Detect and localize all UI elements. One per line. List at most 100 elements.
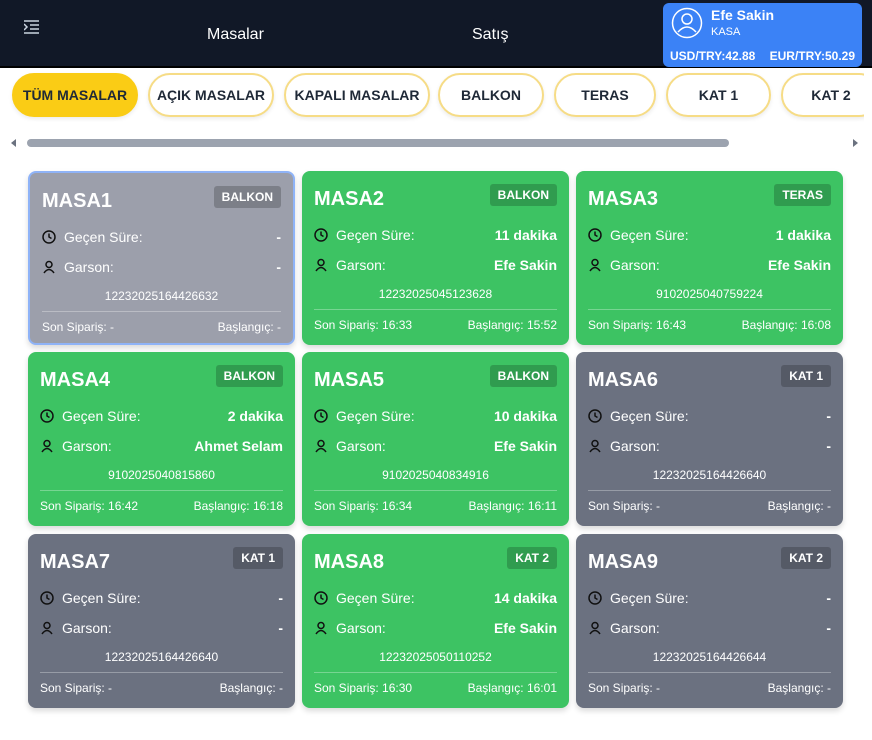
card-footer: Son Sipariş: 16:33 Başlangıç: 15:52 <box>314 318 557 332</box>
filter-chip[interactable]: BALKON <box>438 73 544 117</box>
elapsed-row: Geçen Süre: 2 dakika <box>40 408 283 424</box>
separator <box>40 490 283 491</box>
area-badge: KAT 1 <box>233 547 283 569</box>
area-badge: BALKON <box>489 365 557 387</box>
start-time: Başlangıç: 16:18 <box>193 499 283 513</box>
label: Geçen Süre: <box>62 590 141 606</box>
elapsed-row: Geçen Süre: - <box>588 590 831 606</box>
last-order: Son Sipariş: 16:42 <box>40 499 139 513</box>
start-time: Başlangıç: - <box>219 681 283 695</box>
table-card[interactable]: MASA4 BALKON Geçen Süre: 2 dakika Garson: Ahm… <box>28 352 295 526</box>
separator <box>314 309 557 310</box>
waiter-row: Garson: - <box>588 620 831 636</box>
card-footer: Son Sipariş: 16:42 Başlangıç: 16:18 <box>40 499 283 513</box>
filter-chip[interactable]: TERAS <box>554 73 656 117</box>
table-card[interactable]: MASA3 TERAS Geçen Süre: 1 dakika Garson: Efe … <box>576 171 843 345</box>
table-code: 12232025164426640 <box>652 468 767 482</box>
table-code: 12232025164426632 <box>104 289 219 303</box>
area-badge: TERAS <box>774 184 831 206</box>
table-name: MASA9 <box>588 551 659 573</box>
filter-chip[interactable]: TÜM MASALAR <box>12 73 138 117</box>
filter-chip[interactable]: KAT 1 <box>666 73 771 117</box>
label: Geçen Süre: <box>62 408 141 424</box>
nav-item[interactable]: Masalar <box>207 26 264 43</box>
label: Geçen Süre: <box>610 227 689 243</box>
clock-icon <box>40 409 54 423</box>
label: Geçen Süre: <box>336 408 415 424</box>
person-icon <box>589 258 601 272</box>
start-time: Başlangıç: - <box>217 320 281 334</box>
last-order: Son Sipariş: 16:34 <box>314 499 413 513</box>
table-name: MASA8 <box>314 551 385 573</box>
start-time: Başlangıç: - <box>767 499 831 513</box>
start-time: Başlangıç: 16:08 <box>741 318 831 332</box>
table-card[interactable]: MASA6 KAT 1 Geçen Süre: - Garson: - 1223202516… <box>576 352 843 526</box>
elapsed-value: 11 dakika <box>494 227 557 243</box>
filter-chip[interactable]: KAPALI MASALAR <box>284 73 430 117</box>
card-footer: Son Sipariş: - Başlangıç: - <box>42 320 281 334</box>
table-name: MASA3 <box>588 188 659 210</box>
person-icon <box>43 260 55 274</box>
person-icon <box>589 621 601 635</box>
table-card[interactable]: MASA5 BALKON Geçen Süre: 10 dakika Garson: Ef… <box>302 352 569 526</box>
table-card[interactable]: MASA2 BALKON Geçen Süre: 11 dakika Garson: Ef… <box>302 171 569 345</box>
waiter-row: Garson: - <box>40 620 283 636</box>
user-role: KASA <box>711 26 741 38</box>
last-order: Son Sipariş: 16:33 <box>314 318 413 332</box>
menu-icon[interactable] <box>24 20 40 34</box>
label: Geçen Süre: <box>610 590 689 606</box>
person-icon <box>589 439 601 453</box>
user-panel[interactable]: Efe Sakin KASA USD/TRY:42.88 EUR/TRY:50.… <box>663 3 862 67</box>
waiter-row: Garson: Ahmet Selam <box>40 438 283 454</box>
elapsed-value: 2 dakika <box>227 408 283 424</box>
nav-item[interactable]: Satış <box>472 26 509 43</box>
start-time: Başlangıç: 16:11 <box>468 499 557 513</box>
user-avatar <box>671 7 703 39</box>
last-order: Son Sipariş: - <box>588 499 661 513</box>
filter-chip[interactable]: AÇIK MASALAR <box>148 73 274 117</box>
elapsed-value: 1 dakika <box>775 227 831 243</box>
table-code: 12232025050110252 <box>379 650 492 664</box>
waiter-value: - <box>826 620 831 636</box>
table-name: MASA4 <box>40 369 111 391</box>
label: Geçen Süre: <box>64 229 143 245</box>
label: Geçen Süre: <box>610 408 689 424</box>
last-order: Son Sipariş: - <box>40 681 113 695</box>
elapsed-value: - <box>826 590 831 606</box>
elapsed-value: - <box>276 229 281 245</box>
clock-icon <box>314 228 328 242</box>
area-badge: KAT 2 <box>781 547 831 569</box>
waiter-value: Efe Sakin <box>493 257 557 273</box>
table-card[interactable]: MASA8 KAT 2 Geçen Süre: 14 dakika Garson: Efe… <box>302 534 569 708</box>
filter-chip[interactable]: KAT 2 <box>781 73 864 117</box>
person-icon <box>315 439 327 453</box>
card-footer: Son Sipariş: - Başlangıç: - <box>588 499 831 513</box>
table-card[interactable]: MASA1 BALKON Geçen Süre: - Garson: - 122320251… <box>28 171 295 345</box>
waiter-row: Garson: - <box>588 438 831 454</box>
elapsed-row: Geçen Süre: 14 dakika <box>314 590 557 606</box>
clock-icon <box>588 228 602 242</box>
waiter-row: Garson: Efe Sakin <box>314 438 557 454</box>
elapsed-row: Geçen Süre: - <box>40 590 283 606</box>
clock-icon <box>314 591 328 605</box>
label: Geçen Süre: <box>336 227 415 243</box>
table-name: MASA7 <box>40 551 111 573</box>
last-order: Son Sipariş: 16:43 <box>588 318 687 332</box>
last-order: Son Sipariş: - <box>588 681 661 695</box>
elapsed-value: 10 dakika <box>493 408 557 424</box>
user-name: Efe Sakin <box>711 7 775 23</box>
scrollbar[interactable] <box>8 136 864 150</box>
separator <box>42 311 281 312</box>
card-footer: Son Sipariş: 16:30 Başlangıç: 16:01 <box>314 681 557 695</box>
table-card[interactable]: MASA7 KAT 1 Geçen Süre: - Garson: - 1223202516… <box>28 534 295 708</box>
start-time: Başlangıç: 16:01 <box>467 681 557 695</box>
label: Garson: <box>610 620 660 636</box>
area-badge: BALKON <box>489 184 557 206</box>
start-time: Başlangıç: - <box>767 681 831 695</box>
card-footer: Son Sipariş: - Başlangıç: - <box>588 681 831 695</box>
waiter-row: Garson: Efe Sakin <box>314 620 557 636</box>
label: Garson: <box>610 257 660 273</box>
elapsed-value: - <box>278 590 283 606</box>
table-card[interactable]: MASA9 KAT 2 Geçen Süre: - Garson: - 1223202516… <box>576 534 843 708</box>
separator <box>588 490 831 491</box>
